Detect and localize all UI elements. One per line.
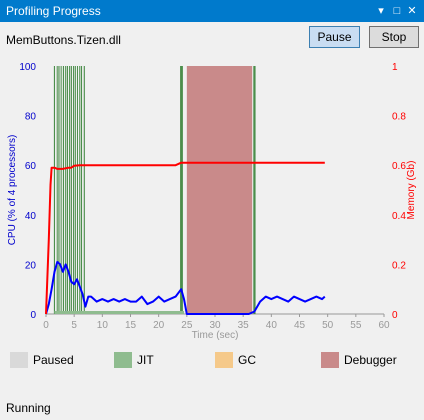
y2-tick-label: 0 — [392, 310, 398, 321]
legend-swatch — [215, 352, 233, 368]
jit-interval — [74, 66, 76, 314]
profiling-chart: 0 5 10 15 20 25 30 35 40 45 50 55 6002040608010000.2… — [7, 62, 417, 341]
jit-interval — [180, 66, 183, 314]
x-tick-label: 45 — [294, 320, 306, 331]
legend-swatch — [321, 352, 339, 368]
jit-interval — [70, 66, 72, 314]
jit-interval — [53, 66, 56, 314]
y-tick-label: 60 — [25, 161, 37, 172]
x-tick-label: 20 — [153, 320, 165, 331]
x-tick-label: 5 — [71, 320, 77, 331]
x-axis-label: Time (sec) — [192, 330, 239, 341]
legend-label: JIT — [137, 353, 154, 367]
y2-tick-label: 1 — [392, 62, 398, 73]
jit-interval — [65, 66, 67, 314]
y2-tick-label: 0.2 — [392, 260, 406, 271]
jit-interval — [73, 66, 75, 314]
module-name: MemButtons.Tizen.dll — [6, 33, 121, 47]
x-tick-label: 60 — [378, 320, 390, 331]
y-tick-label: 100 — [19, 62, 36, 73]
jit-interval — [66, 66, 68, 314]
jit-interval — [83, 66, 85, 314]
y2-axis-label: Memory (Gb) — [406, 161, 417, 220]
window-title: Profiling Progress — [6, 4, 101, 18]
jit-interval — [76, 66, 78, 314]
x-tick-label: 50 — [322, 320, 334, 331]
dropdown-icon[interactable]: ▾ — [378, 5, 384, 17]
pause-button[interactable]: Pause — [309, 26, 360, 48]
close-icon[interactable]: ✕ — [407, 5, 417, 17]
x-tick-label: 35 — [238, 320, 250, 331]
cpu-series-line — [45, 260, 326, 315]
status-text: Running — [6, 401, 51, 415]
y-tick-label: 80 — [25, 112, 37, 123]
legend-label: Paused — [33, 353, 74, 367]
jit-interval — [69, 66, 71, 314]
jit-interval — [60, 66, 62, 314]
jit-interval — [79, 66, 81, 314]
y2-tick-label: 0.6 — [392, 161, 406, 172]
y-tick-label: 0 — [30, 310, 36, 321]
jit-interval — [80, 66, 83, 314]
jit-interval — [56, 66, 58, 314]
debugger-interval — [186, 66, 253, 314]
y-axis-label: CPU (% of 4 processors) — [7, 135, 18, 246]
y-tick-label: 20 — [25, 260, 37, 271]
y-tick-label: 40 — [25, 211, 37, 222]
maximize-icon[interactable]: □ — [393, 5, 401, 17]
title-bar: Profiling Progress ▾ □ ✕ — [0, 0, 424, 22]
x-tick-label: 10 — [97, 320, 109, 331]
memory-series-line — [45, 161, 325, 315]
jit-interval — [62, 66, 65, 314]
x-tick-label: 25 — [181, 320, 193, 331]
legend-label: GC — [238, 353, 256, 367]
jit-interval — [58, 66, 60, 314]
x-tick-label: 0 — [43, 320, 49, 331]
x-tick-label: 55 — [350, 320, 362, 331]
y2-tick-label: 0.4 — [392, 211, 406, 222]
legend-label: Debugger — [344, 353, 397, 367]
x-tick-label: 15 — [125, 320, 137, 331]
legend-swatch — [114, 352, 132, 368]
jit-baseline — [54, 311, 185, 314]
y2-tick-label: 0.8 — [392, 112, 406, 123]
legend-swatch — [10, 352, 28, 368]
x-tick-label: 30 — [209, 320, 221, 331]
stop-button[interactable]: Stop — [369, 26, 419, 48]
jit-interval — [253, 66, 256, 314]
x-tick-label: 40 — [266, 320, 278, 331]
